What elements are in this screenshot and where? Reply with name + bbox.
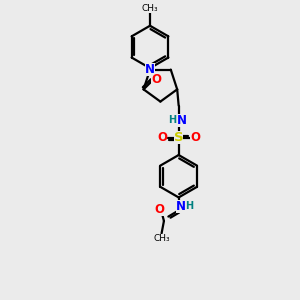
Text: O: O — [152, 74, 161, 86]
Text: S: S — [174, 131, 184, 145]
Text: N: N — [177, 114, 187, 127]
Text: O: O — [154, 203, 164, 216]
Text: O: O — [190, 131, 200, 145]
Text: O: O — [157, 131, 167, 145]
Text: N: N — [145, 63, 155, 76]
Text: N: N — [176, 200, 186, 213]
Text: CH₃: CH₃ — [153, 234, 170, 243]
Text: CH₃: CH₃ — [142, 4, 158, 13]
Text: H: H — [185, 201, 193, 211]
Text: H: H — [168, 115, 176, 125]
